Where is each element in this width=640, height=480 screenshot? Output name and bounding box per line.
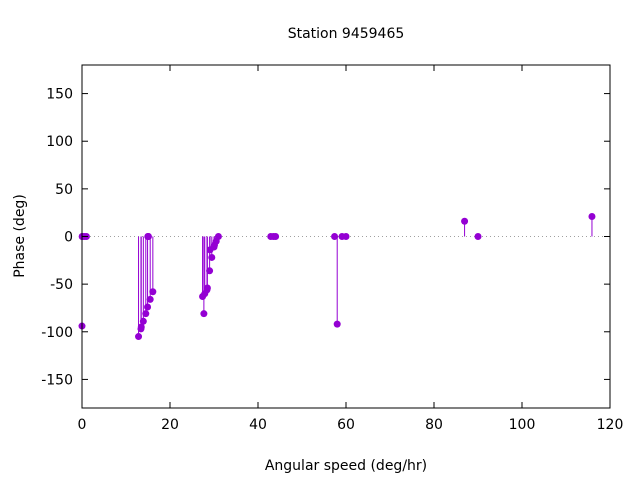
y-axis-label: Phase (deg) — [12, 194, 28, 278]
data-point — [588, 212, 596, 220]
data-point — [149, 288, 157, 296]
data-point — [142, 310, 150, 318]
x-tick-label: 80 — [425, 417, 443, 433]
y-tick-label: 50 — [55, 182, 73, 198]
y-tick-label: 0 — [64, 230, 73, 246]
data-point — [206, 267, 214, 275]
y-tick-label: -50 — [50, 277, 73, 293]
data-point — [214, 233, 222, 240]
data-point — [333, 320, 341, 328]
plot-frame — [81, 64, 611, 409]
y-tick-label: 100 — [46, 134, 73, 150]
axis-ticks: 0 20 40 60 80 100 120 -150 -100 -50 0 50 100 150 — [41, 65, 623, 433]
data-point — [137, 323, 145, 331]
y-tick-label: -150 — [41, 372, 73, 388]
y-tick-label: -100 — [41, 325, 73, 341]
data-point — [200, 310, 208, 318]
y-tick-label: 150 — [46, 87, 73, 103]
data-point — [146, 295, 154, 303]
data-point — [461, 217, 469, 225]
data-point — [331, 233, 339, 240]
data-point — [139, 317, 147, 325]
data-point — [342, 233, 350, 240]
x-axis-label: Angular speed (deg/hr) — [265, 458, 427, 474]
x-tick-label: 40 — [249, 417, 267, 433]
chart-title: Station 9459465 — [288, 26, 405, 42]
data-point — [144, 233, 152, 240]
data-point — [203, 284, 211, 292]
x-tick-label: 120 — [597, 417, 624, 433]
data-point — [144, 303, 152, 311]
stem-group — [78, 212, 596, 341]
data-point — [208, 253, 216, 261]
x-tick-label: 100 — [509, 417, 536, 433]
data-point — [272, 233, 280, 240]
x-tick-label: 0 — [78, 417, 87, 433]
data-point — [135, 333, 143, 341]
x-tick-label: 20 — [161, 417, 179, 433]
x-tick-label: 60 — [337, 417, 355, 433]
data-point — [474, 233, 482, 240]
